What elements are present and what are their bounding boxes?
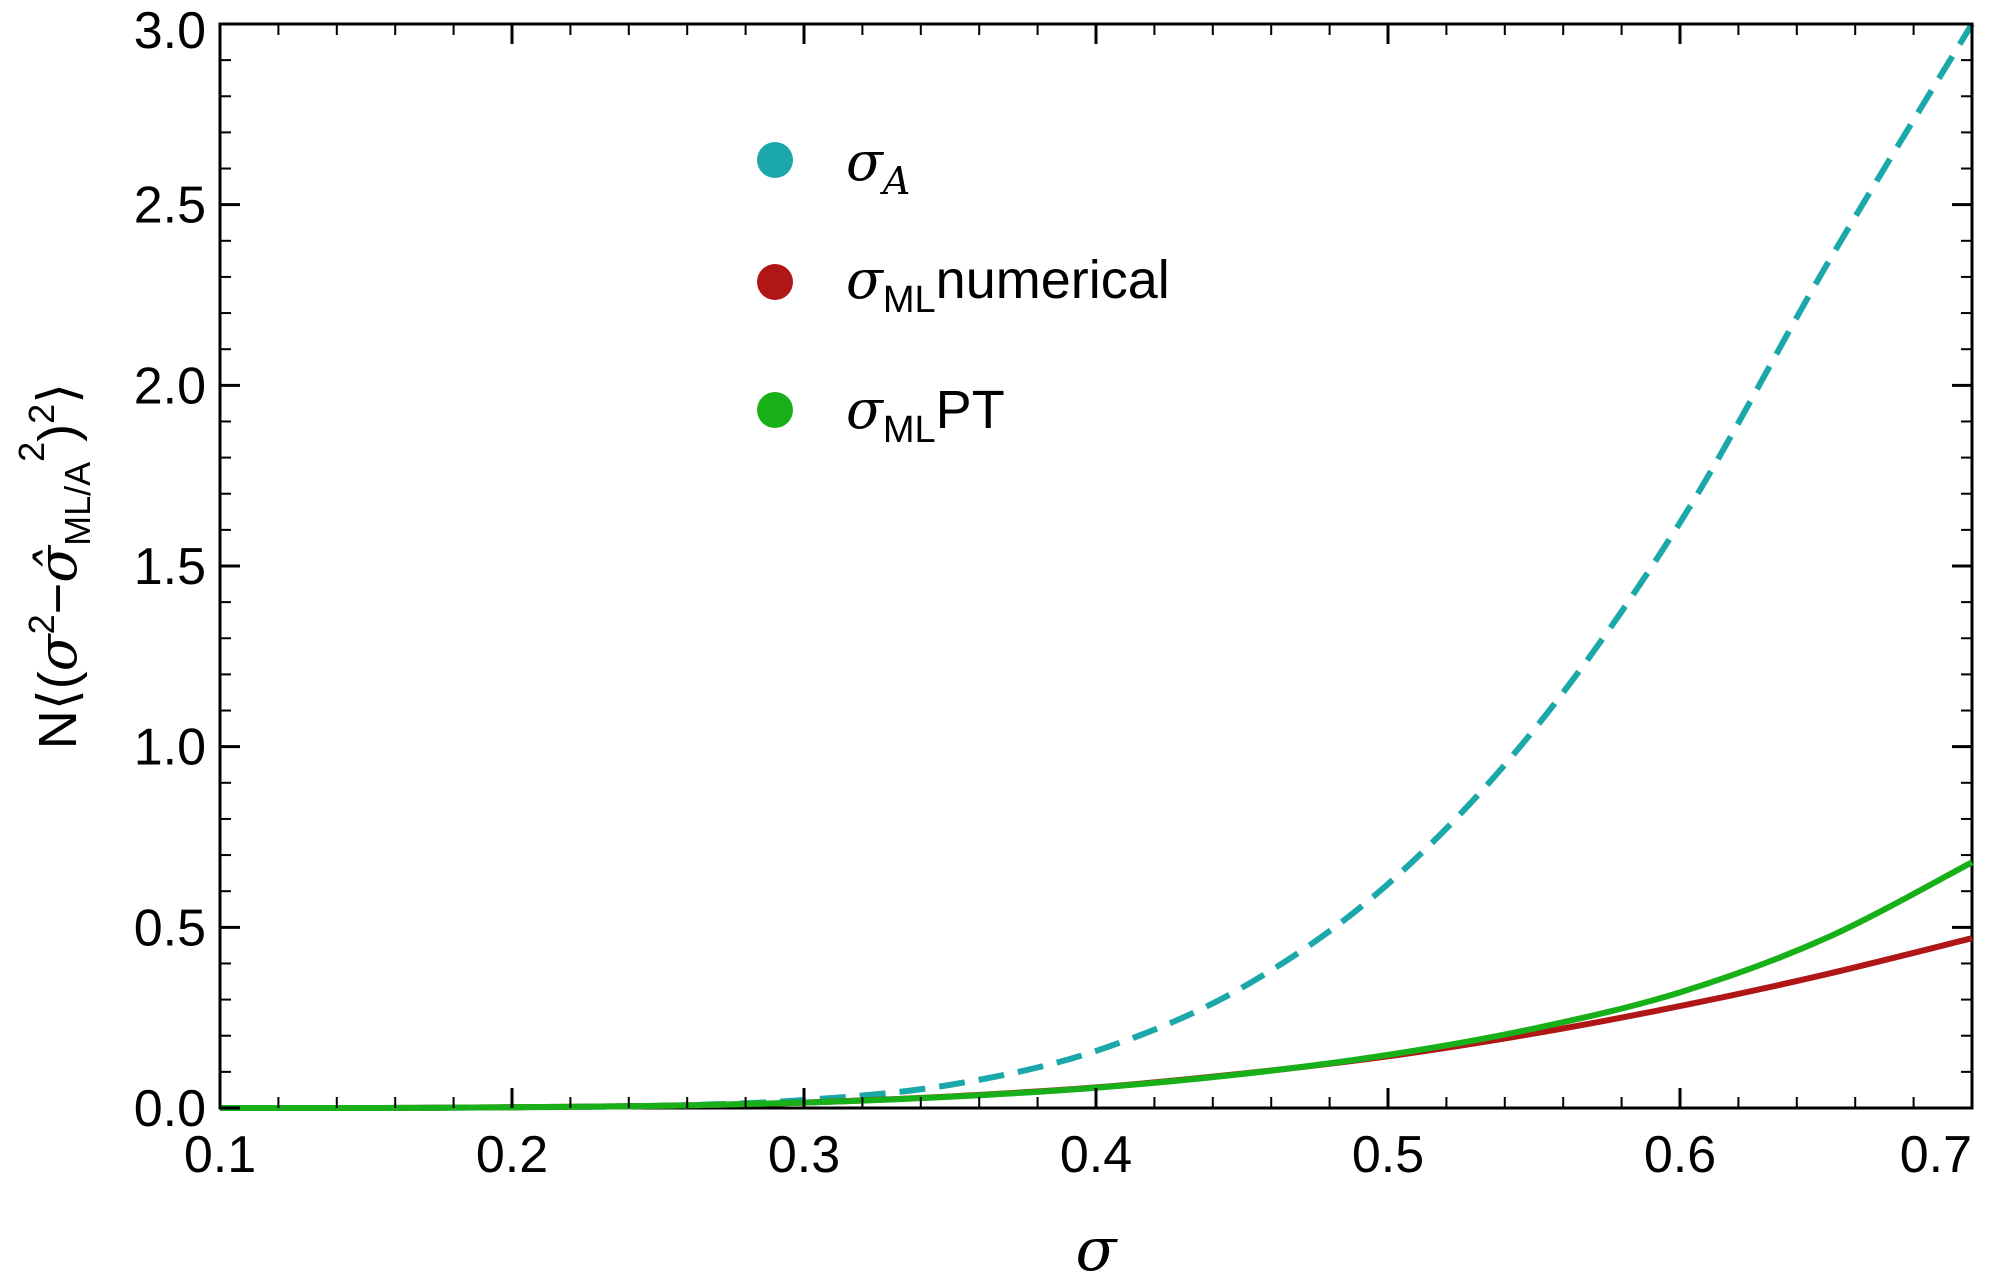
- y-title-sigma-hat: σ̂: [26, 544, 89, 583]
- y-title-sup2: 2: [11, 442, 52, 462]
- y-title-sigma: σ: [26, 632, 89, 671]
- y-tick-labels: 0.0 0.5 1.0 1.5 2.0 2.5 3.0: [134, 2, 206, 1138]
- x-tick-label: 0.2: [476, 1126, 548, 1184]
- x-tick-label: 0.4: [1060, 1126, 1132, 1184]
- y-tick-label: 0.0: [134, 1080, 206, 1138]
- y-title-minus: −: [28, 583, 88, 615]
- svg-text:N⟨(σ2−σ̂ML/A2)2⟩: N⟨(σ2−σ̂ML/A2)2⟩: [11, 383, 98, 750]
- y-tick-label: 0.5: [134, 899, 206, 957]
- legend-marker-sigma-ml-pt: [757, 392, 793, 428]
- x-tick-label: 0.6: [1644, 1126, 1716, 1184]
- x-tick-labels: 0.1 0.2 0.3 0.4 0.5 0.6 0.7: [184, 1126, 1972, 1184]
- legend: σA σMLnumerical σMLPT: [757, 130, 1170, 451]
- x-tick-label: 0.3: [768, 1126, 840, 1184]
- y-tick-label: 2.0: [134, 357, 206, 415]
- y-title-sup3: 2: [21, 404, 62, 424]
- legend-marker-sigma-a: [757, 142, 793, 178]
- legend-item-sigma-ml-pt: σMLPT: [757, 378, 1005, 451]
- series-line-sigma-A: [220, 22, 1975, 1112]
- x-axis-title: σ: [1076, 1215, 1119, 1282]
- legend-item-sigma-a: σA: [757, 130, 910, 203]
- y-title-end: ⟩: [28, 383, 88, 404]
- y-title-prefix: N⟨(: [28, 671, 88, 749]
- y-tick-label: 3.0: [134, 2, 206, 60]
- y-title-sup: 2: [21, 614, 62, 634]
- series-line-sigma-ML-PT: [220, 859, 1974, 1112]
- legend-item-sigma-ml-numerical: σMLnumerical: [757, 248, 1170, 321]
- legend-label-sigma-a: σA: [846, 130, 910, 203]
- series-line-sigma-ML-numerical: [220, 935, 1973, 1112]
- y-title-close: ): [28, 424, 88, 442]
- legend-marker-sigma-ml-numerical: [757, 264, 793, 300]
- legend-label-sigma-ml-numerical: σMLnumerical: [846, 248, 1170, 321]
- x-tick-label: 0.1: [184, 1126, 256, 1184]
- y-title-sub: ML/A: [57, 462, 98, 546]
- y-tick-label: 2.5: [134, 177, 206, 235]
- plot-frame: [218, 22, 1974, 1110]
- y-axis-title: N⟨(σ2−σ̂ML/A2)2⟩: [11, 383, 98, 750]
- x-tick-label: 0.5: [1352, 1126, 1424, 1184]
- tick-layer: [218, 22, 1974, 1110]
- series-layer: [220, 22, 1975, 1112]
- x-tick-label: 0.7: [1900, 1126, 1972, 1184]
- legend-label-sigma-ml-pt: σMLPT: [846, 378, 1005, 451]
- y-tick-label: 1.5: [134, 538, 206, 596]
- y-tick-label: 1.0: [134, 719, 206, 777]
